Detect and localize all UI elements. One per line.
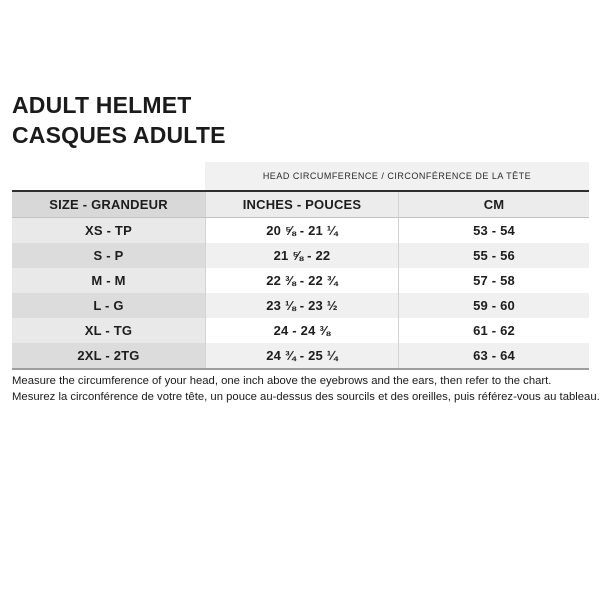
cm-cell: 55 - 56: [398, 243, 589, 268]
inches-cell: 21 ⅝ - 22: [205, 243, 398, 268]
title-french: CASQUES ADULTE: [12, 122, 226, 148]
table-body: SIZE - GRANDEUR INCHES - POUCES CM XS - …: [12, 190, 589, 370]
column-header-size: SIZE - GRANDEUR: [12, 192, 205, 217]
column-header-inches: INCHES - POUCES: [205, 192, 398, 217]
table-row-xl: XL - TG 24 - 24 ⅜ 61 - 62: [12, 318, 589, 343]
size-cell: XS - TP: [12, 218, 205, 243]
cm-cell: 57 - 58: [398, 268, 589, 293]
table-header-row: SIZE - GRANDEUR INCHES - POUCES CM: [12, 192, 589, 218]
inches-cell: 22 ⅜ - 22 ¾: [205, 268, 398, 293]
table-row-l: L - G 23 ⅛ - 23 ½ 59 - 60: [12, 293, 589, 318]
cm-cell: 53 - 54: [398, 218, 589, 243]
size-cell: M - M: [12, 268, 205, 293]
table-row-s: S - P 21 ⅝ - 22 55 - 56: [12, 243, 589, 268]
column-header-cm: CM: [398, 192, 589, 217]
instruction-french: Mesurez la circonférence de votre tête, …: [12, 391, 600, 403]
size-cell: 2XL - 2TG: [12, 343, 205, 368]
cm-cell: 63 - 64: [398, 343, 589, 368]
inches-cell: 23 ⅛ - 23 ½: [205, 293, 398, 318]
cm-cell: 59 - 60: [398, 293, 589, 318]
inches-cell: 24 ¾ - 25 ¼: [205, 343, 398, 368]
table-row-xs: XS - TP 20 ⅝ - 21 ¼ 53 - 54: [12, 218, 589, 243]
table-row-2xl: 2XL - 2TG 24 ¾ - 25 ¼ 63 - 64: [12, 343, 589, 368]
size-cell: XL - TG: [12, 318, 205, 343]
inches-cell: 24 - 24 ⅜: [205, 318, 398, 343]
table-row-m: M - M 22 ⅜ - 22 ¾ 57 - 58: [12, 268, 589, 293]
instruction-english: Measure the circumference of your head, …: [12, 375, 552, 387]
measurement-instructions: Measure the circumference of your head, …: [12, 373, 600, 405]
cm-cell: 61 - 62: [398, 318, 589, 343]
inches-cell: 20 ⅝ - 21 ¼: [205, 218, 398, 243]
page-title: ADULT HELMET CASQUES ADULTE: [12, 90, 226, 150]
table-span-header-row: HEAD CIRCUMFERENCE / CIRCONFÉRENCE DE LA…: [12, 162, 589, 190]
span-header-spacer: [12, 162, 205, 190]
size-cell: L - G: [12, 293, 205, 318]
head-circumference-header: HEAD CIRCUMFERENCE / CIRCONFÉRENCE DE LA…: [205, 162, 589, 190]
size-table: HEAD CIRCUMFERENCE / CIRCONFÉRENCE DE LA…: [12, 162, 589, 370]
size-cell: S - P: [12, 243, 205, 268]
title-english: ADULT HELMET: [12, 92, 192, 118]
